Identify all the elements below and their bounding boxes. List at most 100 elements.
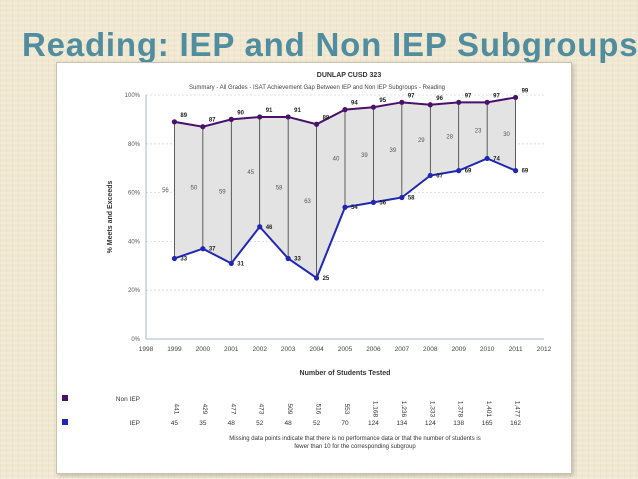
non-iep-count: 1,236: [400, 401, 407, 418]
non-iep-point: [456, 99, 462, 105]
x-tick-label: 2006: [366, 346, 381, 353]
iep-point: [456, 168, 462, 174]
iep-count: 165: [482, 420, 493, 427]
iep-count: 124: [368, 420, 379, 427]
iep-point: [342, 204, 348, 210]
iep-value-label: 31: [237, 261, 244, 267]
x-tick-label: 2002: [252, 346, 267, 353]
x-tick-label: 2011: [509, 346, 523, 353]
iep-count: 138: [453, 420, 464, 427]
non-iep-point: [512, 94, 519, 101]
footnote-line-2: fewer than 10 for the corresponding subg…: [294, 444, 416, 450]
non-iep-point: [370, 104, 377, 110]
iep-point: [228, 260, 234, 266]
non-iep-count: 1,168: [371, 401, 378, 418]
x-tick-label: 2010: [480, 346, 495, 353]
iep-count: 45: [171, 420, 179, 427]
non-iep-point: [171, 119, 178, 125]
non-iep-count: 473: [258, 404, 265, 415]
iep-count: 162: [510, 420, 521, 427]
gap-label: 59: [219, 189, 226, 195]
iep-value-label: 37: [209, 247, 216, 253]
gap-label: 23: [475, 128, 482, 134]
non-iep-count: 1,378: [457, 401, 464, 418]
x-tick-label: 2012: [537, 346, 552, 353]
y-tick-label: 100%: [125, 93, 141, 99]
non-iep-count: 516: [315, 404, 322, 415]
non-iep-value-label: 97: [465, 93, 472, 99]
x-tick-label: 1998: [139, 346, 154, 353]
gridlines: [145, 94, 544, 340]
iep-point: [257, 224, 263, 230]
non-iep-point: [200, 124, 206, 130]
footnote-line-1: Missing data points indicate that there …: [229, 436, 480, 442]
iep-count: 52: [256, 420, 264, 427]
non-iep-count: 429: [201, 404, 208, 415]
gap-label: 39: [390, 148, 397, 154]
non-iep-count: 553: [343, 404, 350, 415]
iep-point: [200, 246, 206, 252]
x-tick-label: 2007: [395, 346, 410, 353]
legend-swatch-iep: [62, 419, 68, 425]
non-iep-point: [228, 116, 234, 122]
non-iep-point: [342, 107, 348, 113]
chart-text: DUNLAP CUSD 323 Summary - All Grades - IS…: [62, 72, 552, 450]
iep-value-label: 58: [408, 195, 415, 201]
iep-value-label: 33: [180, 256, 187, 262]
iep-value-label: 46: [266, 225, 273, 231]
iep-point: [399, 194, 405, 201]
non-iep-point: [427, 102, 433, 108]
iep-point: [313, 275, 320, 281]
x-tick-label: 2004: [309, 346, 324, 353]
y-tick-label: 40%: [128, 239, 141, 245]
gap-label: 63: [304, 199, 311, 205]
non-iep-value-label: 91: [294, 108, 301, 114]
iep-value-label: 54: [351, 205, 358, 211]
legend-label-non-iep: Non IEP: [116, 396, 140, 403]
iep-value-label: 25: [323, 276, 330, 282]
chart-subtitle: Summary - All Grades - ISAT Achievement …: [189, 85, 445, 91]
iep-value-label: 56: [379, 200, 386, 206]
non-iep-count: 1,401: [485, 401, 492, 418]
non-iep-value-label: 89: [180, 113, 187, 119]
iep-point: [285, 255, 291, 262]
slide-title: Reading: IEP and Non IEP Subgroups: [22, 26, 638, 63]
legend-swatch-non-iep: [62, 395, 68, 401]
non-iep-point: [285, 114, 291, 120]
iep-point: [370, 199, 377, 205]
iep-count: 35: [199, 420, 207, 427]
x-tick-label: 1999: [167, 346, 182, 353]
gap-droplines: [174, 97, 516, 278]
iep-value-label: 69: [465, 169, 472, 175]
non-iep-value-label: 87: [209, 118, 216, 124]
y-tick-label: 20%: [128, 288, 141, 294]
iep-point: [171, 255, 178, 262]
x-tick-label: 2001: [224, 346, 239, 353]
iep-value-label: 33: [294, 256, 301, 262]
iep-count: 52: [313, 420, 321, 427]
non-iep-value-label: 94: [351, 101, 358, 107]
non-iep-value-label: 97: [408, 93, 415, 99]
gap-label: 30: [503, 132, 510, 138]
iep-count: 134: [396, 420, 407, 427]
gap-chart: DUNLAP CUSD 323 Summary - All Grades - IS…: [62, 72, 552, 450]
x-axis-title: Number of Students Tested: [300, 370, 391, 377]
iep-count: 48: [285, 420, 293, 427]
non-iep-value-label: 95: [379, 98, 386, 104]
gap-label: 39: [361, 153, 368, 159]
x-tick-label: 2000: [196, 346, 211, 353]
non-iep-point: [484, 99, 490, 105]
x-tick-label: 2008: [423, 346, 438, 353]
non-iep-value-label: 91: [266, 108, 273, 114]
gap-label: 45: [247, 170, 254, 176]
non-iep-value-label: 97: [493, 93, 500, 99]
non-iep-point: [313, 121, 320, 127]
x-tick-label: 2009: [451, 346, 466, 353]
iep-value-label: 67: [436, 174, 443, 180]
non-iep-value-label: 88: [323, 115, 330, 121]
series-lines: [171, 94, 519, 281]
iep-count: 70: [341, 420, 349, 427]
gap-label: 58: [276, 186, 283, 192]
x-tick-label: 2005: [338, 346, 353, 353]
y-tick-label: 60%: [128, 191, 141, 197]
